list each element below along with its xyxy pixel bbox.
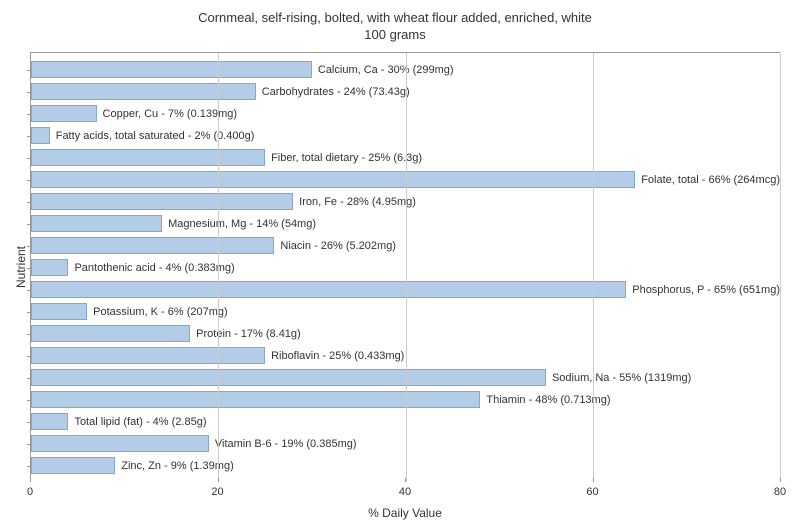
title-line-1: Cornmeal, self-rising, bolted, with whea… <box>198 10 592 25</box>
y-tick-mark <box>27 334 31 335</box>
y-tick-mark <box>27 136 31 137</box>
bar-label: Fiber, total dietary - 25% (6.3g) <box>271 152 422 164</box>
gridline <box>406 53 407 482</box>
y-tick-mark <box>27 224 31 225</box>
bar <box>31 347 265 364</box>
bar-label: Iron, Fe - 28% (4.95mg) <box>299 196 416 208</box>
gridline <box>593 53 594 482</box>
bar <box>31 435 209 452</box>
chart-title: Cornmeal, self-rising, bolted, with whea… <box>10 10 780 44</box>
bar <box>31 391 480 408</box>
y-tick-mark <box>27 268 31 269</box>
bar <box>31 325 190 342</box>
bar-label: Zinc, Zn - 9% (1.39mg) <box>121 460 233 472</box>
x-axis-label: % Daily Value <box>30 506 780 520</box>
bar-label: Copper, Cu - 7% (0.139mg) <box>103 108 238 120</box>
x-tick-label: 80 <box>774 486 786 498</box>
bar <box>31 413 68 430</box>
bar-label: Potassium, K - 6% (207mg) <box>93 306 228 318</box>
bar-label: Phosphorus, P - 65% (651mg) <box>632 284 780 296</box>
bar-label: Magnesium, Mg - 14% (54mg) <box>168 218 316 230</box>
y-tick-mark <box>27 180 31 181</box>
y-axis-label: Nutrient <box>10 52 30 482</box>
bar <box>31 369 546 386</box>
x-tick-mark <box>780 478 781 482</box>
x-tick-mark <box>30 478 31 482</box>
bar <box>31 259 68 276</box>
y-tick-mark <box>27 246 31 247</box>
y-tick-mark <box>27 92 31 93</box>
bar-label: Carbohydrates - 24% (73.43g) <box>262 86 410 98</box>
y-tick-mark <box>27 114 31 115</box>
bar-label: Calcium, Ca - 30% (299mg) <box>318 64 454 76</box>
y-tick-mark <box>27 466 31 467</box>
chart-body: Nutrient Calcium, Ca - 30% (299mg) Carboh… <box>10 52 780 482</box>
bar <box>31 105 97 122</box>
bar-label: Fatty acids, total saturated - 2% (0.400… <box>56 130 255 142</box>
bar <box>31 457 115 474</box>
bar <box>31 303 87 320</box>
bar <box>31 127 50 144</box>
y-tick-mark <box>27 158 31 159</box>
bar <box>31 171 635 188</box>
x-tick-label: 0 <box>27 486 33 498</box>
bar-label: Pantothenic acid - 4% (0.383mg) <box>74 262 234 274</box>
bar <box>31 61 312 78</box>
bar <box>31 193 293 210</box>
gridline <box>780 53 781 482</box>
x-axis: 020406080 <box>30 482 780 504</box>
x-tick-mark <box>218 478 219 482</box>
x-tick-label: 40 <box>399 486 411 498</box>
x-tick-label: 20 <box>211 486 223 498</box>
y-tick-mark <box>27 400 31 401</box>
bar-label: Sodium, Na - 55% (1319mg) <box>552 372 691 384</box>
x-tick-mark <box>593 478 594 482</box>
title-line-2: 100 grams <box>364 27 425 42</box>
y-tick-mark <box>27 290 31 291</box>
bar-label: Vitamin B-6 - 19% (0.385mg) <box>215 438 357 450</box>
bar-label: Total lipid (fat) - 4% (2.85g) <box>74 416 206 428</box>
y-tick-mark <box>27 444 31 445</box>
bar-label: Riboflavin - 25% (0.433mg) <box>271 350 404 362</box>
y-tick-mark <box>27 70 31 71</box>
bar-label: Folate, total - 66% (264mcg) <box>641 174 780 186</box>
plot-area: Calcium, Ca - 30% (299mg) Carbohydrates -… <box>30 52 780 482</box>
bar-label: Niacin - 26% (5.202mg) <box>280 240 396 252</box>
bar <box>31 281 626 298</box>
y-tick-mark <box>27 312 31 313</box>
bar <box>31 83 256 100</box>
y-tick-mark <box>27 202 31 203</box>
gridline <box>218 53 219 482</box>
y-tick-mark <box>27 378 31 379</box>
bar <box>31 215 162 232</box>
bar <box>31 149 265 166</box>
chart-container: Cornmeal, self-rising, bolted, with whea… <box>0 0 800 500</box>
y-tick-mark <box>27 422 31 423</box>
x-tick-mark <box>405 478 406 482</box>
bar-label: Protein - 17% (8.41g) <box>196 328 301 340</box>
y-tick-mark <box>27 356 31 357</box>
x-tick-label: 60 <box>586 486 598 498</box>
bar <box>31 237 274 254</box>
